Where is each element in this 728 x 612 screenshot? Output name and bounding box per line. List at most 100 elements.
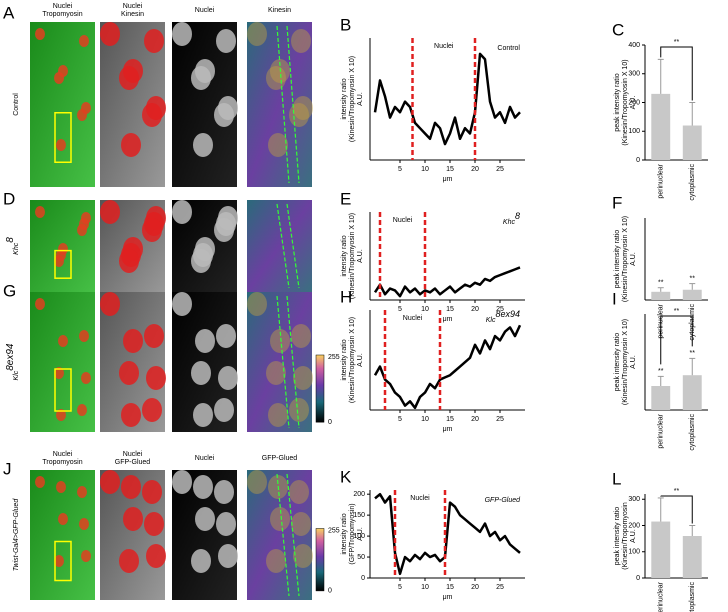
condition-label: Klc8ex94 bbox=[486, 309, 520, 323]
nucleus bbox=[195, 507, 215, 531]
roi-line bbox=[276, 25, 290, 184]
x-tick-label: perinuclear bbox=[658, 581, 665, 612]
nucleus bbox=[193, 403, 213, 427]
significance: ** bbox=[690, 275, 696, 282]
nucleus bbox=[144, 512, 164, 536]
x-tick-label: 10 bbox=[421, 584, 429, 591]
nucleus bbox=[77, 486, 87, 498]
y-axis-label: A.U. bbox=[357, 92, 364, 106]
annotation: Nuclei bbox=[403, 315, 423, 322]
x-axis-label: μm bbox=[443, 316, 453, 323]
nucleus bbox=[119, 549, 139, 573]
condition-label: Control bbox=[497, 45, 520, 52]
y-tick-label: 0 bbox=[361, 575, 365, 582]
nucleus bbox=[79, 35, 89, 47]
panel-label: J bbox=[3, 459, 12, 478]
column-label: GFP-Glued bbox=[115, 459, 151, 466]
x-tick-label: 20 bbox=[471, 166, 479, 173]
colorbar-label: 0 bbox=[328, 588, 332, 595]
nucleus bbox=[58, 513, 68, 525]
y-axis-label: (Kinesin/Tropomyosin X 10) bbox=[349, 317, 356, 403]
nucleus bbox=[146, 544, 166, 568]
colorbar-label: 255 bbox=[328, 354, 340, 361]
nucleus bbox=[123, 329, 143, 353]
bar bbox=[651, 521, 671, 578]
nucleus bbox=[144, 324, 164, 348]
nucleus bbox=[172, 470, 192, 494]
nucleus bbox=[172, 22, 192, 46]
column-label: Tropomyosin bbox=[42, 11, 82, 18]
x-tick-label: 25 bbox=[496, 416, 504, 423]
y-axis-label: intensity ratio bbox=[341, 513, 348, 554]
nucleus bbox=[56, 409, 66, 421]
y-axis-label: A.U. bbox=[630, 355, 637, 369]
x-axis-label: μm bbox=[443, 176, 453, 183]
nucleus bbox=[56, 481, 66, 493]
y-axis-label: intensity ratio bbox=[341, 78, 348, 119]
roi-box bbox=[54, 112, 72, 163]
nucleus bbox=[81, 372, 91, 384]
x-tick-label: 15 bbox=[446, 166, 454, 173]
condition-label-sup: 8 bbox=[515, 211, 520, 221]
nucleus bbox=[54, 255, 64, 267]
x-tick-label: 5 bbox=[398, 306, 402, 313]
nucleus bbox=[100, 200, 120, 224]
y-axis-label: A.U. bbox=[357, 527, 364, 541]
nucleus bbox=[193, 133, 213, 157]
nucleus bbox=[291, 512, 311, 536]
nucleus bbox=[35, 28, 45, 40]
bar bbox=[651, 386, 671, 410]
nucleus bbox=[54, 367, 64, 379]
nucleus bbox=[142, 480, 162, 504]
micrograph bbox=[247, 200, 312, 292]
annotation: Nuclei bbox=[393, 217, 413, 224]
roi-line bbox=[286, 295, 300, 429]
nucleus bbox=[146, 366, 166, 390]
nucleus bbox=[289, 398, 309, 422]
nucleus bbox=[144, 29, 164, 53]
roi-box bbox=[54, 540, 72, 582]
x-tick-label: perinuclear bbox=[658, 413, 665, 448]
x-tick-label: 25 bbox=[496, 584, 504, 591]
y-tick-label: 150 bbox=[353, 512, 365, 519]
x-tick-label: 20 bbox=[471, 584, 479, 591]
x-tick-label: 10 bbox=[421, 306, 429, 313]
micrograph bbox=[247, 470, 312, 600]
row-label: Twist-Gal4>GFP-Glued bbox=[13, 498, 20, 572]
y-axis-label: A.U. bbox=[630, 96, 637, 110]
y-tick-label: 200 bbox=[628, 522, 640, 529]
roi-line bbox=[286, 203, 300, 289]
nucleus bbox=[172, 200, 192, 224]
nucleus bbox=[268, 403, 288, 427]
nucleus bbox=[100, 292, 120, 316]
column-label: Nuclei bbox=[195, 7, 215, 14]
nucleus bbox=[266, 66, 286, 90]
roi-line bbox=[286, 25, 300, 184]
nucleus bbox=[214, 103, 234, 127]
roi-line bbox=[276, 203, 290, 289]
x-tick-label: 5 bbox=[398, 416, 402, 423]
y-axis-label: peak intensity ratio bbox=[614, 230, 621, 288]
y-axis-label: (Kinesin/Tropomyosin X 10) bbox=[349, 56, 356, 142]
x-tick-label: 20 bbox=[471, 306, 479, 313]
x-axis-label: μm bbox=[443, 594, 453, 601]
condition-label: Khc8 bbox=[503, 211, 520, 225]
row-label-sup: 8 bbox=[5, 237, 16, 243]
row-label: Klc8ex94 bbox=[5, 343, 20, 380]
nucleus bbox=[247, 292, 267, 316]
nucleus bbox=[247, 470, 267, 494]
nucleus bbox=[289, 480, 309, 504]
nucleus bbox=[216, 324, 236, 348]
y-axis-label: A.U. bbox=[630, 252, 637, 266]
column-label: Nuclei bbox=[53, 451, 73, 458]
column-label: GFP-Glued bbox=[262, 455, 298, 462]
nucleus bbox=[266, 361, 286, 385]
y-tick-label: 300 bbox=[628, 71, 640, 78]
panel-label: E bbox=[340, 189, 351, 208]
nucleus bbox=[293, 96, 313, 120]
nucleus bbox=[172, 292, 192, 316]
nucleus bbox=[247, 22, 267, 46]
significance: ** bbox=[674, 488, 680, 495]
data-line bbox=[373, 266, 521, 298]
